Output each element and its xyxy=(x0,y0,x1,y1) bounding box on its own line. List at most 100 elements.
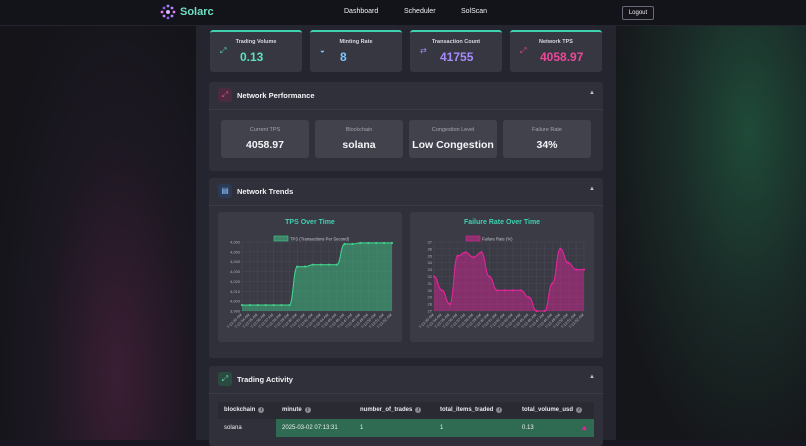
data-point xyxy=(567,261,570,264)
data-point xyxy=(383,241,386,245)
brand-name[interactable]: Solarc xyxy=(180,6,214,18)
stat-label: Transaction Count xyxy=(431,39,481,45)
perf-card-current-tps: Current TPS 4058.97 xyxy=(221,120,309,158)
data-point xyxy=(519,289,522,292)
row-marker-icon: ◆ xyxy=(582,426,587,432)
section-header[interactable]: ▤ Network Trends ▲ xyxy=(209,178,603,206)
cell-minute: 2025-03-02 07:13:31 xyxy=(282,425,338,431)
data-point xyxy=(327,263,330,266)
data-point xyxy=(480,251,483,254)
y-tick-label: 37 xyxy=(428,240,433,245)
perf-card-blockchain: Blockchain solana xyxy=(315,120,403,158)
logo-icon xyxy=(160,4,176,20)
cell-number-of-trades: 1 xyxy=(360,425,364,431)
data-point xyxy=(296,265,299,268)
data-point xyxy=(256,303,259,307)
chevron-up-icon[interactable]: ▲ xyxy=(589,90,595,96)
y-tick-label: 36 xyxy=(428,246,433,251)
series-area xyxy=(434,248,584,311)
row-highlight xyxy=(276,419,594,437)
data-point xyxy=(535,309,538,313)
perf-card-failure-rate: Failure Rate 34% xyxy=(503,120,591,158)
data-point xyxy=(472,256,475,259)
data-point xyxy=(240,303,244,307)
data-point xyxy=(335,263,338,266)
col-total-items-traded[interactable]: total_items_traded i xyxy=(440,407,503,413)
stat-value: 41755 xyxy=(440,50,474,64)
legend-label: Failure Rate (%) xyxy=(482,237,513,242)
trading-table: blockchain i minute i number_of_trades i to… xyxy=(218,402,594,442)
trend-icon: ⤢ xyxy=(220,46,227,55)
data-point xyxy=(248,303,251,307)
y-tick-label: 4,000 xyxy=(230,299,241,304)
section-header[interactable]: ⤢ Trading Activity ▲ xyxy=(209,366,603,394)
nav-dashboard[interactable]: Dashboard xyxy=(344,8,379,15)
performance-icon: ⤢ xyxy=(218,88,232,102)
info-icon[interactable]: i xyxy=(304,407,311,413)
data-point xyxy=(304,265,307,268)
info-icon[interactable]: i xyxy=(258,407,265,413)
data-point xyxy=(288,303,291,307)
y-tick-label: 33 xyxy=(428,267,433,272)
data-point xyxy=(582,268,586,271)
section-header[interactable]: ⤢ Network Performance ▲ xyxy=(209,82,603,110)
stat-trading-volume: ⤢ Trading Volume 0.13 xyxy=(210,30,302,72)
data-point xyxy=(503,289,507,292)
data-point xyxy=(264,303,267,307)
table-row[interactable]: solana 2025-03-02 07:13:31 1 1 0.13 ◆ xyxy=(218,419,594,437)
logout-button[interactable]: Logout xyxy=(622,6,654,20)
top-navbar: Solarc Dashboard Scheduler SolScan Logou… xyxy=(0,0,806,26)
stat-network-tps: ⤢ Network TPS 4058.97 xyxy=(510,30,602,72)
y-tick-label: 4,030 xyxy=(230,269,241,274)
data-point xyxy=(272,303,275,307)
data-point xyxy=(488,275,491,278)
failure-rate-chart-card: Failure Rate Over Time Failure Rate (%) 3… xyxy=(410,212,594,342)
data-point xyxy=(367,241,370,245)
col-total-volume-usd[interactable]: total_volume_usd i xyxy=(522,407,583,413)
data-point xyxy=(432,275,436,278)
stat-label: Network TPS xyxy=(539,39,573,45)
info-icon[interactable]: i xyxy=(415,407,422,413)
failure-rate-chart: Failure Rate (%)37363534333231302928277:… xyxy=(418,235,586,329)
y-tick-label: 27 xyxy=(428,309,433,314)
section-title: Network Trends xyxy=(237,187,294,196)
col-number-of-trades[interactable]: number_of_trades i xyxy=(360,407,422,413)
tps-chart-card: TPS Over Time TPS (Transactions Per Seco… xyxy=(218,212,402,342)
chart-title: Failure Rate Over Time xyxy=(463,219,541,226)
series-area xyxy=(242,242,392,311)
data-point xyxy=(496,289,499,292)
data-point xyxy=(456,254,459,257)
perf-label: Failure Rate xyxy=(532,127,562,133)
y-tick-label: 34 xyxy=(428,260,433,265)
chevron-up-icon[interactable]: ▲ xyxy=(589,374,595,380)
data-point xyxy=(390,241,394,245)
col-minute[interactable]: minute i xyxy=(282,407,311,413)
perf-card-congestion: Congestion Level Low Congestion xyxy=(409,120,497,158)
data-point xyxy=(448,303,451,306)
network-performance-section: ⤢ Network Performance ▲ Current TPS 4058… xyxy=(209,82,603,171)
stat-value: 0.13 xyxy=(240,50,264,64)
nav-solscan[interactable]: SolScan xyxy=(461,8,488,15)
data-point xyxy=(343,242,346,246)
chevron-up-icon[interactable]: ▲ xyxy=(589,186,595,192)
exchange-icon: ⇄ xyxy=(420,46,427,55)
perf-label: Congestion Level xyxy=(431,127,475,133)
data-point xyxy=(311,263,315,266)
y-tick-label: 4,050 xyxy=(230,249,241,254)
perf-value: Low Congestion xyxy=(412,139,494,151)
nav-scheduler[interactable]: Scheduler xyxy=(404,8,436,15)
info-icon[interactable]: i xyxy=(576,407,583,413)
y-tick-label: 32 xyxy=(428,274,433,279)
tps-chart: TPS (Transactions Per Second) 4,060 4,050 4… xyxy=(226,235,394,329)
trading-activity-section: ⤢ Trading Activity ▲ blockchain i minute i… xyxy=(209,366,603,446)
data-point xyxy=(543,309,546,313)
background-left xyxy=(0,0,196,440)
network-trends-section: ▤ Network Trends ▲ TPS Over Time TPS (Tr… xyxy=(209,178,603,358)
stat-transaction-count: ⇄ Transaction Count 41755 xyxy=(410,30,502,72)
data-point xyxy=(280,303,283,307)
info-icon[interactable]: i xyxy=(496,407,503,413)
perf-value: solana xyxy=(342,139,376,151)
legend-swatch xyxy=(273,235,289,242)
cell-blockchain: solana xyxy=(224,425,242,431)
col-blockchain[interactable]: blockchain i xyxy=(224,407,265,413)
